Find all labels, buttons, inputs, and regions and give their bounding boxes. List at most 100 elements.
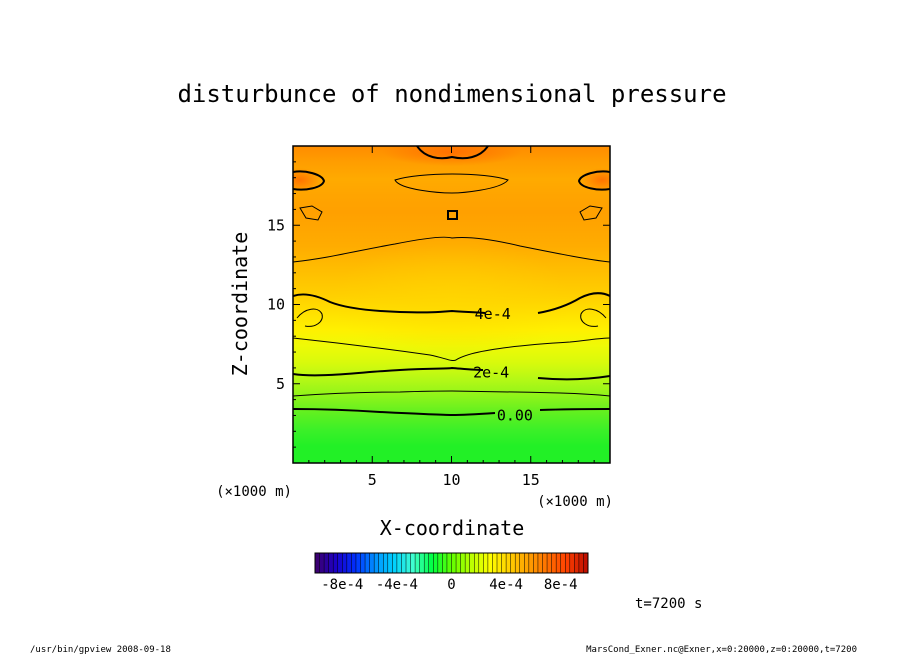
colorbar-cell — [446, 553, 452, 573]
contour-right-curl — [580, 308, 607, 327]
colorbar-cell — [337, 553, 343, 573]
colorbar-cell — [510, 553, 516, 573]
contour-lines — [293, 146, 610, 417]
contour-label: 4e-4 — [475, 305, 511, 323]
y-tick-label: 10 — [267, 296, 285, 314]
colorbar-cell — [524, 553, 530, 573]
colorbar-cell — [437, 553, 443, 573]
colorbar-cell — [556, 553, 561, 573]
colorbar-cell — [342, 553, 348, 573]
colorbar-cell — [574, 553, 580, 573]
colorbar-cell — [483, 553, 489, 573]
colorbar-tick-label: 4e-4 — [489, 577, 523, 593]
colorbar-cell — [392, 553, 398, 573]
colorbar-cell — [537, 553, 543, 573]
contour-label: 2e-4 — [473, 364, 509, 382]
colorbar-cell — [442, 553, 448, 573]
x-axis-label: X-coordinate — [380, 516, 525, 540]
contour-mid — [293, 236, 610, 263]
colorbar-cell — [578, 553, 584, 573]
x-tick-label: 15 — [522, 471, 540, 489]
contour-1e-4 — [293, 390, 610, 397]
colorbar-cell — [374, 553, 379, 573]
colorbar-cell — [324, 553, 329, 573]
colorbar-tick-label: 8e-4 — [544, 577, 578, 593]
colorbar-cell — [583, 553, 589, 573]
colorbar-frame — [314, 552, 589, 574]
x-tick-label: 5 — [368, 471, 377, 489]
chart-title: disturbunce of nondimensional pressure — [177, 80, 726, 108]
contour-4e-4 — [293, 292, 610, 314]
colorbar-cell — [433, 553, 439, 573]
colorbar-cell — [456, 553, 461, 573]
contour-0 — [293, 408, 610, 417]
colorbar-cell — [419, 553, 425, 573]
colorbar-cell — [451, 553, 457, 573]
contour-left-curl — [296, 308, 323, 327]
colorbar-cell — [501, 553, 507, 573]
center-yellow-bulge — [332, 240, 572, 360]
colorbar-cell — [569, 553, 575, 573]
colorbar-cell — [533, 553, 539, 573]
footer-right: MarsCond_Exner.nc@Exner,x=0:20000,z=0:20… — [586, 645, 857, 654]
colorbar-cell — [506, 553, 511, 573]
colorbar-labels: -8e-4 -4e-4 0 4e-4 8e-4 — [321, 577, 577, 593]
colorbar-cell — [465, 553, 470, 573]
contour-2e-4 — [293, 366, 610, 381]
plot-area — [293, 146, 610, 463]
footer-left: /usr/bin/gpview 2008-09-18 — [30, 645, 171, 654]
x-tick-label: 10 — [442, 471, 460, 489]
colorbar-cell — [315, 553, 320, 573]
colorbar-cell — [406, 553, 411, 573]
colorbar-cell — [469, 553, 475, 573]
colorbar-cell — [387, 553, 393, 573]
colorbar-cell — [401, 553, 407, 573]
colorbar-cell — [328, 553, 334, 573]
colorbar-cell — [478, 553, 484, 573]
colorbar-cell — [355, 553, 361, 573]
colorbar-tick-label: -4e-4 — [376, 577, 418, 593]
y-tick-label: 5 — [276, 375, 285, 393]
contour-labels: 4e-4 2e-4 0.00 — [473, 305, 533, 424]
contour-top — [416, 146, 489, 160]
time-label: t=7200 s — [635, 596, 702, 612]
colorbar-cell — [551, 553, 557, 573]
colorbar-cell — [528, 553, 534, 573]
contour-3e-4 — [293, 337, 610, 361]
colorbar-cell — [383, 553, 389, 573]
y-axis-unit: (×1000 m) — [216, 484, 292, 500]
colorbar-cell — [487, 553, 493, 573]
colorbar-cell — [360, 553, 366, 573]
colorbar-cell — [474, 553, 480, 573]
colorbar-cell — [319, 553, 325, 573]
colorbar-cell — [497, 553, 502, 573]
x-axis-unit: (×1000 m) — [537, 494, 613, 510]
colorbar-cell — [333, 553, 339, 573]
colorbar-tick-label: -8e-4 — [321, 577, 363, 593]
colorbar-cell — [415, 553, 420, 573]
colorbar-cell — [378, 553, 384, 573]
colorbar-cell — [351, 553, 357, 573]
colorbar-cell — [346, 553, 352, 573]
contour-right-wiggle — [579, 205, 603, 221]
colorbar-cell — [369, 553, 375, 573]
colorbar-cell — [515, 553, 521, 573]
colorbar-cell — [519, 553, 525, 573]
contour-upper-loop — [394, 173, 509, 194]
axis-ticks: 5 10 15 5 10 15 — [267, 146, 610, 489]
colorbar-tick-label: 0 — [447, 577, 455, 593]
colorbar-cell — [424, 553, 430, 573]
colorbar — [314, 552, 589, 574]
y-tick-label: 15 — [267, 216, 285, 234]
colorbar-cell — [547, 553, 552, 573]
colorbar-cell — [410, 553, 416, 573]
colorbar-cell — [365, 553, 370, 573]
y-axis-label: Z-coordinate — [228, 232, 252, 377]
contour-label: 0.00 — [497, 406, 533, 424]
colorbar-cell — [560, 553, 566, 573]
colorbar-cell — [565, 553, 571, 573]
colorbar-cell — [460, 553, 466, 573]
contour-right-hot — [577, 170, 610, 191]
colorbar-cell — [396, 553, 402, 573]
